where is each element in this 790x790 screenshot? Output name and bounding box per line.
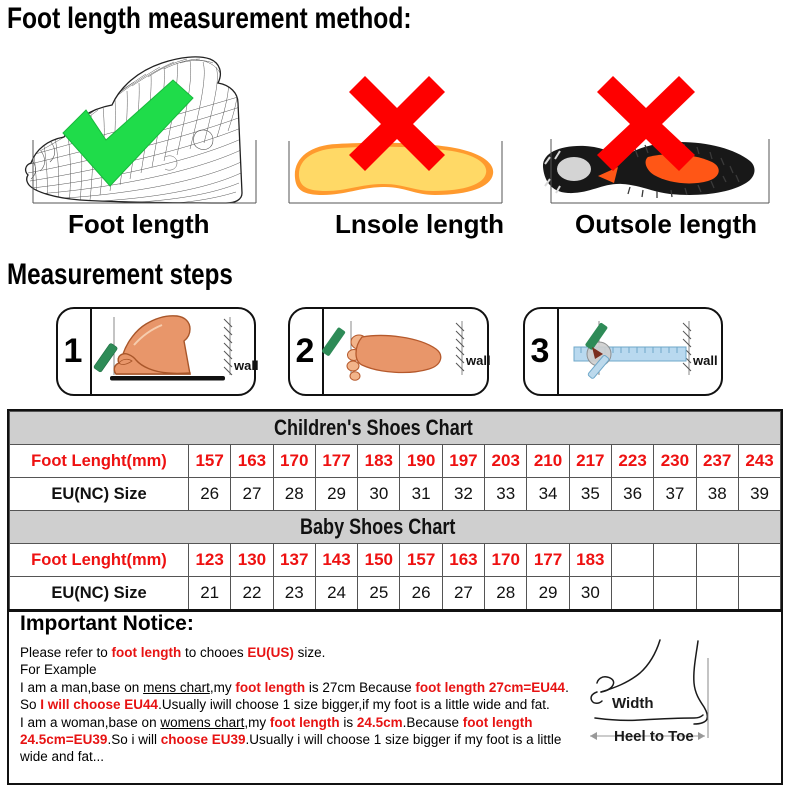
svg-text:Width: Width bbox=[612, 695, 654, 712]
svg-text:wall: wall bbox=[692, 353, 718, 368]
svg-text:Heel to Toe: Heel to Toe bbox=[614, 728, 694, 745]
svg-text:wall: wall bbox=[465, 353, 491, 368]
svg-text:wall: wall bbox=[233, 358, 259, 373]
